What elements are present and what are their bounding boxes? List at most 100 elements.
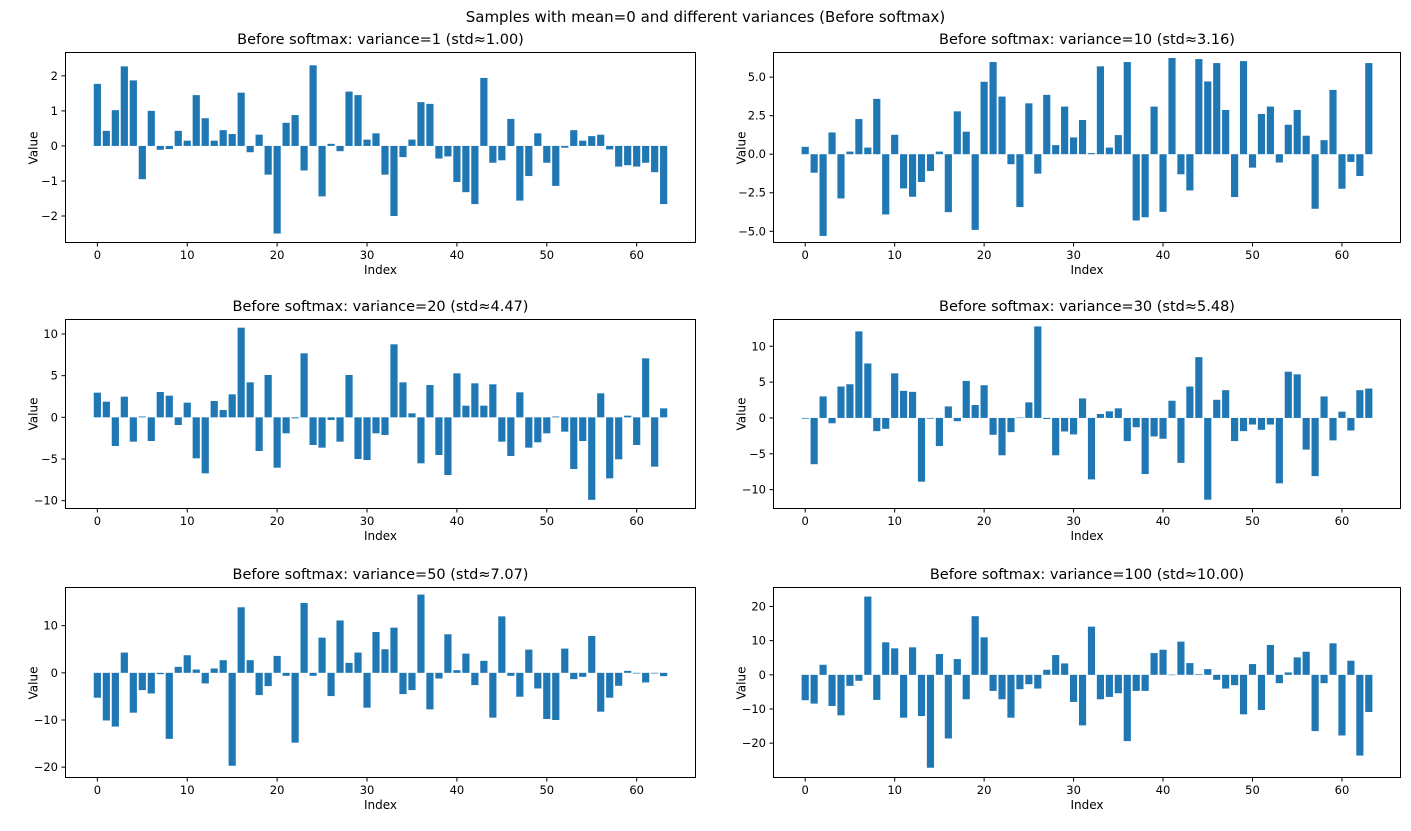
y-tick-label: 20 <box>751 599 766 613</box>
bar <box>129 417 137 442</box>
bar <box>1061 417 1069 432</box>
y-tick-label: 0 <box>759 411 766 425</box>
y-tick-label: −10 <box>34 713 58 727</box>
x-tick-label: 30 <box>360 783 375 797</box>
bar <box>855 331 863 418</box>
bar <box>138 416 146 418</box>
bar <box>1034 154 1042 174</box>
x-tick-label: 50 <box>1245 783 1260 797</box>
y-tick-label: −2 <box>41 209 58 223</box>
x-tick-label: 60 <box>629 514 644 528</box>
subplot-title: Before softmax: variance=50 (std≈7.07) <box>232 567 529 583</box>
bar <box>1320 140 1328 155</box>
bar <box>588 635 596 673</box>
bar <box>971 616 979 675</box>
bar <box>309 417 317 445</box>
bar <box>318 145 326 197</box>
bar <box>962 380 970 418</box>
bar <box>1141 154 1149 218</box>
bar <box>1123 62 1131 155</box>
y-tick-label: −10 <box>742 483 766 497</box>
bar <box>246 382 254 418</box>
x-tick-label: 20 <box>270 514 285 528</box>
bar <box>408 672 416 691</box>
subplot-variance-10: Before softmax: variance=10 (std≈3.16) I… <box>734 32 1401 277</box>
subplot-title: Before softmax: variance=10 (std≈3.16) <box>939 32 1235 48</box>
bar <box>561 648 569 673</box>
bar <box>192 95 200 146</box>
x-tick-label: 30 <box>360 514 375 528</box>
bar <box>174 417 182 425</box>
bar <box>435 672 443 679</box>
bar <box>111 417 119 446</box>
y-tick-label: 5 <box>759 375 766 389</box>
bar <box>246 145 254 153</box>
bar <box>408 413 416 418</box>
x-tick-label: 50 <box>1245 514 1260 528</box>
x-tick-label: 40 <box>450 514 465 528</box>
plot-area: 210−1−20 10 20 30 40 50 60 <box>41 52 696 262</box>
bar <box>1177 154 1185 175</box>
bar <box>1222 390 1230 418</box>
bar <box>417 102 425 146</box>
bar <box>390 145 398 217</box>
bar <box>156 145 164 150</box>
bar <box>1293 374 1301 418</box>
bar <box>489 672 497 718</box>
bar <box>1329 89 1337 155</box>
bar <box>435 145 443 159</box>
bar <box>1186 386 1194 418</box>
bar <box>291 672 299 743</box>
bar <box>1329 643 1337 675</box>
bar <box>210 140 218 146</box>
bar <box>1105 411 1113 418</box>
bar <box>1213 399 1221 418</box>
bar <box>102 672 110 721</box>
x-tick-label: 40 <box>450 783 465 797</box>
x-tick-label: 0 <box>802 248 809 262</box>
y-tick-label: 0 <box>51 139 58 153</box>
bar <box>264 672 272 687</box>
bar <box>552 145 560 186</box>
bar <box>1311 154 1319 209</box>
bar <box>891 648 899 675</box>
bar <box>525 417 533 448</box>
bar <box>962 674 970 700</box>
y-tick-label: −1 <box>41 174 58 188</box>
bar <box>354 95 362 146</box>
plot-area: 5.0 2.5 0.0 −2.5 −5.0 0 10 20 30 40 50 60 <box>738 52 1401 262</box>
subplot-title: Before softmax: variance=30 (std≈5.48) <box>939 299 1235 315</box>
bar <box>1347 154 1355 162</box>
bar <box>1016 674 1024 690</box>
bar <box>147 672 155 694</box>
bar <box>1257 417 1266 430</box>
bar <box>1213 674 1221 680</box>
bar <box>1168 400 1176 418</box>
bar <box>1007 674 1015 718</box>
bar <box>498 145 506 161</box>
bar <box>1266 644 1274 675</box>
bar <box>588 136 596 146</box>
bar <box>1257 113 1266 155</box>
bar <box>354 417 362 459</box>
bar <box>381 649 389 673</box>
bar <box>579 672 587 677</box>
bar <box>507 672 515 676</box>
y-tick-label: −20 <box>742 736 766 750</box>
x-axis-label: Index <box>1070 263 1104 277</box>
bar <box>989 417 997 435</box>
bar <box>1132 154 1140 221</box>
bar <box>1159 649 1167 675</box>
bar <box>1365 674 1373 712</box>
bar <box>810 674 818 704</box>
bar <box>102 130 110 146</box>
bar <box>828 132 836 155</box>
bar <box>837 674 845 716</box>
bar <box>651 145 659 173</box>
bar <box>615 417 623 460</box>
bar <box>372 133 380 146</box>
bar <box>882 154 890 215</box>
bar <box>1150 106 1158 155</box>
bar <box>543 672 551 719</box>
bar <box>1222 674 1230 689</box>
